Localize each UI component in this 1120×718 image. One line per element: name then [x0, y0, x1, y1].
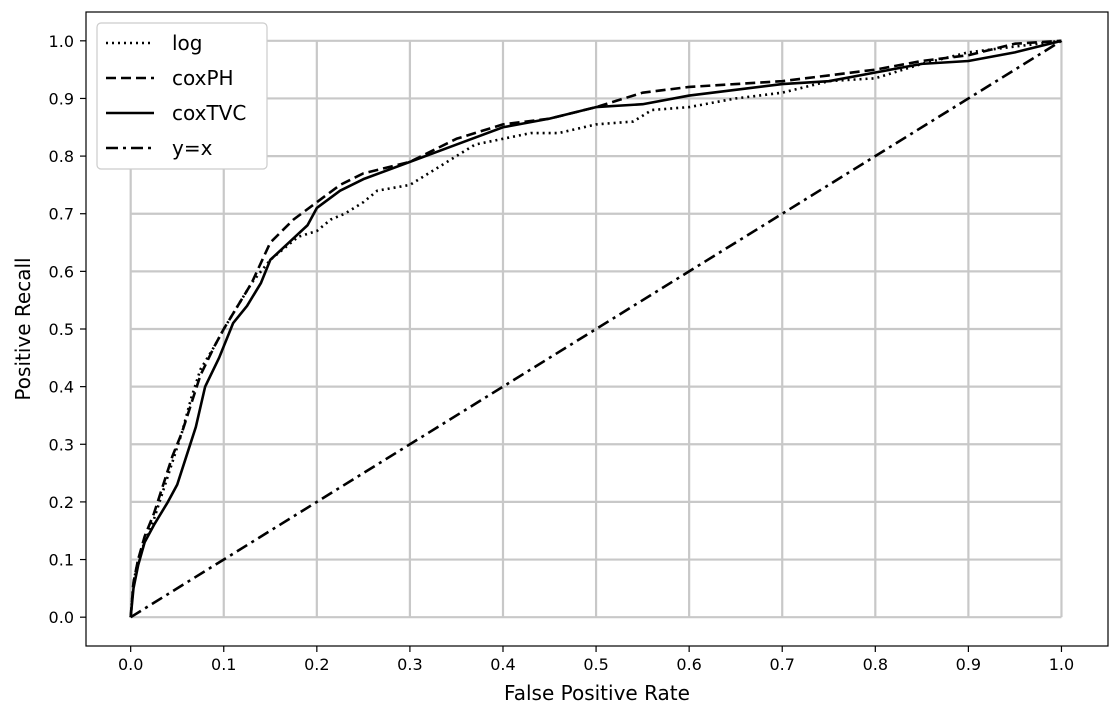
legend-box	[96, 22, 268, 170]
x-tick-label: 0.5	[583, 655, 608, 674]
x-tick-label: 0.9	[956, 655, 981, 674]
x-tick-label: 0.4	[490, 655, 515, 674]
legend-label: coxTVC	[172, 101, 246, 125]
y-tick-label: 0.1	[49, 551, 74, 570]
x-tick-label: 1.0	[1049, 655, 1074, 674]
x-tick-label: 0.1	[211, 655, 236, 674]
legend-items: log coxPH coxTVC y=x	[106, 31, 246, 160]
y-tick-label: 0.3	[49, 435, 74, 454]
y-tick-label: 1.0	[49, 32, 74, 51]
x-tick-label: 0.3	[397, 655, 422, 674]
series-line-coxph	[129, 39, 1062, 618]
y-tick-label: 0.4	[49, 378, 74, 397]
legend-label: coxPH	[172, 66, 234, 90]
ticks-layer: 0.0 0.1 0.2 0.3 0.4 0.5 0.6 0.7 0.8 0.9 1.0 0.0 0.1 0…	[49, 32, 1075, 674]
y-tick-label: 0.2	[49, 493, 74, 512]
x-tick-label: 0.7	[769, 655, 794, 674]
legend-label: log	[172, 31, 203, 55]
x-axis-label: False Positive Rate	[504, 681, 690, 705]
x-tick-label: 0.2	[304, 655, 329, 674]
y-axis-label: Positive Recall	[11, 257, 35, 400]
grid-layer	[129, 39, 1063, 619]
series-layer	[129, 39, 1063, 619]
y-tick-label: 0.7	[49, 205, 74, 224]
x-tick-label: 0.6	[676, 655, 701, 674]
series-line-y-x	[129, 39, 1063, 619]
y-tick-label: 0.0	[49, 608, 74, 627]
legend-label: y=x	[172, 136, 213, 160]
series-line-coxtvc	[129, 39, 1062, 618]
x-tick-label: 0.8	[863, 655, 888, 674]
y-tick-label: 0.9	[49, 89, 74, 108]
y-tick-label: 0.8	[49, 147, 74, 166]
y-tick-label: 0.5	[49, 320, 74, 339]
y-tick-label: 0.6	[49, 262, 74, 281]
x-tick-label: 0.0	[118, 655, 143, 674]
legend: log coxPH coxTVC y=x	[96, 22, 268, 170]
